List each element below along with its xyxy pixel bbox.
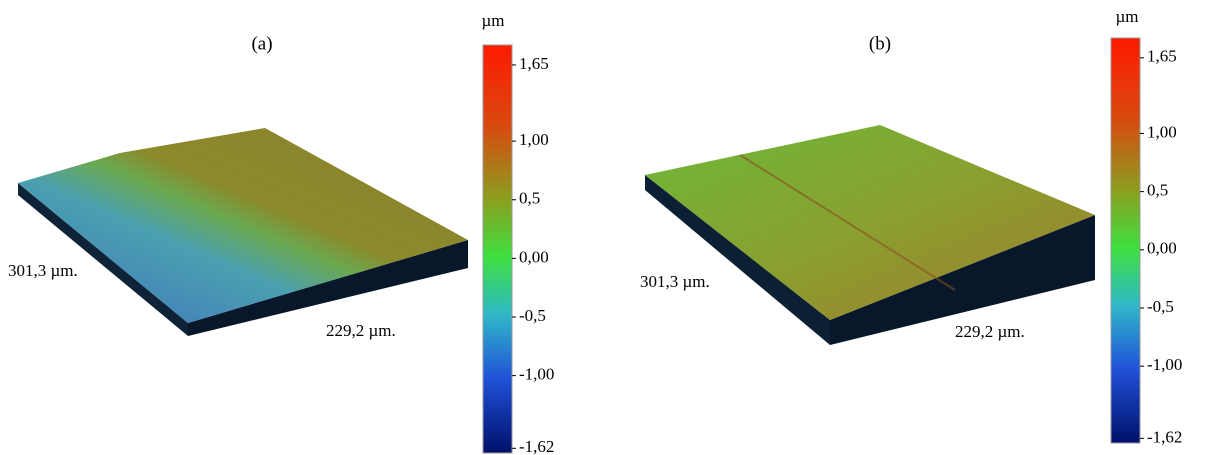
dimension-label: 301,3 µm. — [640, 272, 710, 291]
colorbar-tick-label: 1,65 — [519, 54, 549, 73]
colorbar-tick-label: -1,62 — [1147, 427, 1182, 446]
colorbar — [483, 45, 512, 453]
colorbar-tick-label: -0,5 — [1147, 297, 1174, 316]
colorbar-tick-label: -1,62 — [519, 437, 554, 455]
colorbar-tick-label: 1,65 — [1147, 47, 1177, 66]
colorbar-tick-label: -1,00 — [519, 365, 554, 384]
colorbar-tick-label: -0,5 — [519, 306, 546, 325]
figure: (a) µm 301,3 µm. 229,2 µm. 1,65 1,00 0,5 0,00 -0… — [0, 0, 1207, 455]
colorbar-tick-label: 0,00 — [519, 247, 549, 266]
panel-label: (b) — [869, 33, 891, 54]
dimension-label: 229,2 µm. — [326, 321, 396, 340]
panel-label: (a) — [251, 33, 272, 54]
colorbar-tick-label: -1,00 — [1147, 355, 1182, 374]
colorbar-tick-label: 1,00 — [1147, 122, 1177, 141]
colorbar-tick-label: 0,5 — [519, 189, 540, 208]
colorbar-unit: µm — [1115, 7, 1138, 26]
colorbar — [1111, 38, 1140, 443]
colorbar-unit: µm — [481, 11, 504, 30]
surface-b — [645, 125, 1095, 345]
colorbar-tick-label: 1,00 — [519, 130, 549, 149]
dimension-label: 229,2 µm. — [955, 322, 1025, 341]
colorbar-tick-label: 0,5 — [1147, 181, 1168, 200]
colorbar-tick-label: 0,00 — [1147, 239, 1177, 258]
top-face — [18, 128, 468, 323]
dimension-label: 301,3 µm. — [8, 261, 78, 280]
surface-a — [18, 128, 468, 336]
